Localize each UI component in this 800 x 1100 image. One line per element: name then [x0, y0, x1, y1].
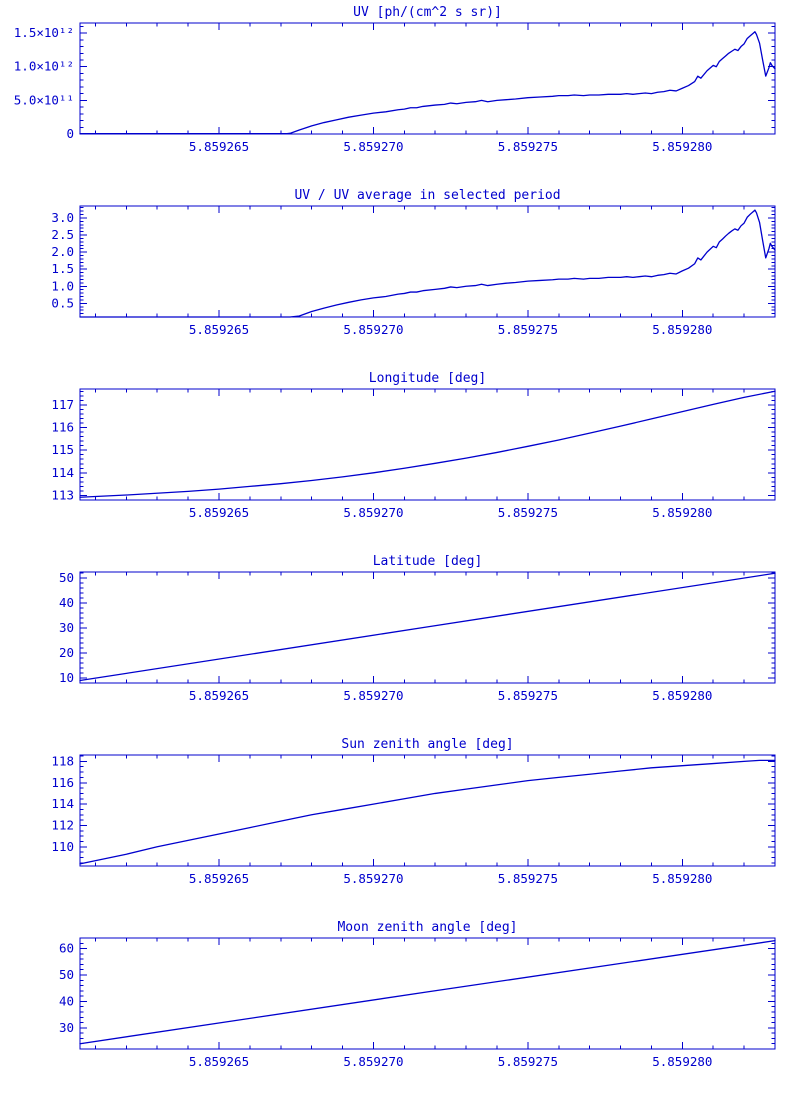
axes — [79, 754, 776, 867]
y-tick-label: 116 — [51, 775, 74, 790]
chart-title-moon-zenith: Moon zenith angle [deg] — [337, 920, 518, 935]
y-tick-label: 1.0 — [51, 278, 74, 293]
y-tick-label: 1.0×10¹² — [14, 59, 74, 74]
y-tick-label: 1.5×10¹² — [14, 25, 74, 40]
y-tick-label: 110 — [51, 839, 74, 854]
y-tick-label: 30 — [59, 620, 74, 635]
y-tick-label: 40 — [59, 595, 74, 610]
x-tick-label: 5.859265 — [189, 505, 249, 520]
y-tick-label: 40 — [59, 993, 74, 1008]
y-tick-label: 0.5 — [51, 295, 74, 310]
x-tick-label: 5.859280 — [652, 871, 712, 886]
chart-plot-sun-zenith: 5.859265 5.859270 5.859275 5.859280 110 112 11… — [0, 734, 800, 917]
chart-svg: 5.859265 5.859270 5.859275 5.859280 113 114 11… — [51, 388, 776, 520]
chart-title-uv-ratio: UV / UV average in selected period — [294, 188, 561, 203]
data-line — [79, 572, 776, 682]
chart-svg: 5.859265 5.859270 5.859275 5.859280 10 20 30 40… — [59, 570, 776, 703]
chart-panel-longitude: Longitude [deg] 5.859265 5.859270 5.859275… — [0, 368, 800, 551]
chart-panel-moon-zenith: Moon zenith angle [deg] 5.859265 5.859270… — [0, 917, 800, 1100]
x-tick-label: 5.859280 — [652, 139, 712, 154]
y-tick-label: 1.5 — [51, 261, 74, 276]
y-tick-label: 30 — [59, 1020, 74, 1035]
chart-title-uv: UV [ph/(cm^2 s sr)] — [353, 5, 502, 20]
y-tick-label: 0 — [66, 126, 74, 141]
x-tick-label: 5.859270 — [343, 1054, 403, 1069]
chart-panel-sun-zenith: Sun zenith angle [deg] 5.859265 5.859270 5… — [0, 734, 800, 917]
chart-panel-uv: UV [ph/(cm^2 s sr)] 5.859265 5.859270 5.85… — [0, 2, 800, 185]
x-tick-label: 5.859265 — [189, 688, 249, 703]
y-tick-label: 2.5 — [51, 227, 74, 242]
y-tick-label: 20 — [59, 645, 74, 660]
x-tick-label: 5.859265 — [189, 1054, 249, 1069]
y-tick-label: 118 — [51, 753, 74, 768]
x-tick-label: 5.859270 — [343, 139, 403, 154]
y-tick-label: 60 — [59, 941, 74, 956]
axes — [79, 388, 776, 501]
chart-plot-latitude: 5.859265 5.859270 5.859275 5.859280 10 20 30 40… — [0, 551, 800, 734]
chart-title-sun-zenith: Sun zenith angle [deg] — [341, 737, 514, 752]
x-tick-label: 5.859280 — [652, 688, 712, 703]
y-tick-label: 112 — [51, 817, 74, 832]
x-tick-label: 5.859275 — [498, 322, 558, 337]
y-tick-label: 2.0 — [51, 244, 74, 259]
chart-plot-moon-zenith: 5.859265 5.859270 5.859275 5.859280 30 40 50 60 — [0, 917, 800, 1100]
x-tick-label: 5.859275 — [498, 1054, 558, 1069]
tick-labels: 5.859265 5.859270 5.859275 5.859280 113 114 11… — [51, 397, 712, 520]
y-tick-label: 114 — [51, 796, 74, 811]
chart-title-latitude: Latitude [deg] — [372, 554, 483, 569]
x-tick-label: 5.859280 — [652, 1054, 712, 1069]
x-tick-label: 5.859275 — [498, 505, 558, 520]
axes — [79, 937, 776, 1050]
x-tick-label: 5.859270 — [343, 871, 403, 886]
chart-panel-uv-ratio: UV / UV average in selected period 5.859… — [0, 185, 800, 368]
x-tick-label: 5.859280 — [652, 505, 712, 520]
chart-title-longitude: Longitude [deg] — [368, 371, 487, 386]
chart-plot-longitude: 5.859265 5.859270 5.859275 5.859280 113 114 11… — [0, 368, 800, 551]
x-tick-label: 5.859280 — [652, 322, 712, 337]
data-line — [79, 390, 776, 498]
tick-labels: 5.859265 5.859270 5.859275 5.859280 110 112 11… — [51, 753, 712, 886]
x-tick-label: 5.859275 — [498, 139, 558, 154]
tick-labels: 5.859265 5.859270 5.859275 5.859280 10 20 30 40… — [59, 570, 713, 703]
axes — [79, 571, 776, 684]
data-line — [79, 939, 776, 1045]
y-tick-label: 3.0 — [51, 210, 74, 225]
x-tick-label: 5.859265 — [189, 871, 249, 886]
x-tick-label: 5.859275 — [498, 688, 558, 703]
y-tick-label: 115 — [51, 442, 74, 457]
chart-plot-uv-ratio: 5.859265 5.859270 5.859275 5.859280 0.5 1.0 1.… — [0, 185, 800, 368]
tick-labels: 5.859265 5.859270 5.859275 5.859280 0 5.0×10¹… — [14, 25, 713, 154]
data-line — [79, 209, 776, 318]
x-tick-label: 5.859270 — [343, 322, 403, 337]
y-tick-label: 10 — [59, 670, 74, 685]
x-tick-label: 5.859270 — [343, 505, 403, 520]
y-tick-label: 113 — [51, 487, 74, 502]
y-tick-label: 50 — [59, 570, 74, 585]
y-tick-label: 50 — [59, 967, 74, 982]
chart-svg: 5.859265 5.859270 5.859275 5.859280 110 112 11… — [51, 753, 776, 886]
data-line — [79, 31, 776, 135]
chart-plot-uv: 5.859265 5.859270 5.859275 5.859280 0 5.0×10¹… — [0, 2, 800, 185]
data-line — [79, 759, 776, 865]
y-tick-label: 5.0×10¹¹ — [14, 92, 74, 107]
x-tick-label: 5.859275 — [498, 871, 558, 886]
y-tick-label: 114 — [51, 465, 74, 480]
chart-svg: 5.859265 5.859270 5.859275 5.859280 0.5 1.0 1.… — [51, 205, 776, 337]
tick-labels: 5.859265 5.859270 5.859275 5.859280 0.5 1.0 1.… — [51, 210, 712, 337]
axes — [79, 205, 776, 318]
x-tick-label: 5.859265 — [189, 322, 249, 337]
chart-panel-latitude: Latitude [deg] 5.859265 5.859270 5.859275 5… — [0, 551, 800, 734]
x-tick-label: 5.859270 — [343, 688, 403, 703]
chart-svg: 5.859265 5.859270 5.859275 5.859280 30 40 50 60 — [59, 937, 776, 1069]
chart-svg: 5.859265 5.859270 5.859275 5.859280 0 5.0×10¹… — [14, 22, 776, 154]
axes — [79, 22, 776, 135]
x-tick-label: 5.859265 — [189, 139, 249, 154]
y-tick-label: 116 — [51, 420, 74, 435]
tick-labels: 5.859265 5.859270 5.859275 5.859280 30 40 50 60 — [59, 941, 713, 1069]
y-tick-label: 117 — [51, 397, 74, 412]
